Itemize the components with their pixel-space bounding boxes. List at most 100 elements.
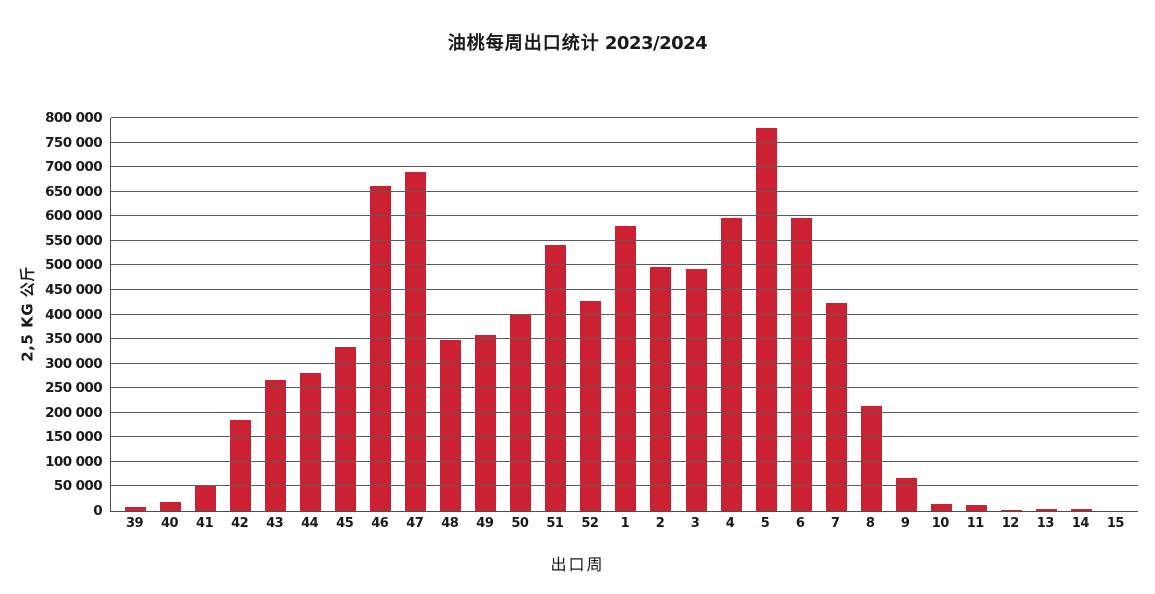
y-tick-label: 200 000	[45, 404, 102, 421]
bar-week-3	[685, 268, 707, 511]
bar-slot	[679, 118, 714, 511]
y-axis-ticks: 800 000 750 000 700 000 650 000 600 000 550 0…	[0, 110, 102, 519]
y-tick-label: 0	[93, 503, 102, 519]
x-tick-label: 10	[931, 516, 950, 531]
bar-week-43	[265, 380, 287, 511]
chart-title: 油桃每周出口统计 2023/2024	[0, 29, 1155, 55]
bar-week-12	[1000, 509, 1022, 511]
bar-week-45	[335, 347, 357, 511]
y-tick-label: 500 000	[45, 257, 102, 274]
gridline	[111, 411, 1138, 413]
x-tick-label: 52	[581, 516, 599, 531]
x-tick-label: 9	[900, 516, 910, 531]
y-tick-label: 300 000	[45, 355, 102, 372]
chart-title-text: 油桃每周出口统计	[447, 33, 600, 53]
bar-slot	[924, 118, 959, 511]
x-tick-label: 40	[161, 516, 179, 531]
bar-week-10	[930, 504, 952, 511]
bar-slot	[1099, 118, 1134, 511]
gridline	[111, 141, 1138, 143]
x-tick-label: 45	[336, 516, 354, 531]
gridline	[111, 313, 1138, 315]
bar-slot	[714, 118, 749, 511]
bar-slot	[468, 118, 503, 511]
bar-week-2	[650, 266, 672, 511]
x-tick-label: 15	[1106, 516, 1125, 531]
bar-week-48	[440, 339, 462, 511]
bar-slot	[258, 118, 293, 511]
y-tick-label: 250 000	[45, 380, 102, 397]
bar-slot	[398, 118, 433, 511]
gridline	[111, 485, 1138, 487]
y-tick-label: 350 000	[45, 331, 102, 348]
y-tick-label: 800 000	[45, 110, 102, 126]
bar-week-41	[195, 486, 217, 511]
x-tick-label: 44	[301, 516, 319, 531]
gridline	[111, 117, 1138, 118]
bar-week-9	[895, 477, 917, 511]
x-tick-label: 1	[620, 516, 630, 531]
x-tick-label: 6	[795, 516, 805, 531]
bar-slot	[223, 118, 258, 511]
bar-slot	[293, 118, 328, 511]
x-axis-title: 出口周	[550, 557, 605, 574]
x-tick-label: 47	[406, 516, 424, 531]
bar-week-13	[1035, 509, 1057, 511]
bar-week-40	[160, 502, 182, 511]
bar-week-6	[790, 218, 812, 511]
x-axis-ticks: 39 40 41 42 43 44 45 46 47 48 49 50 51 52 1 2 3 4 5 6 7 8 9 10 1…	[110, 516, 1137, 531]
bar-week-44	[300, 373, 322, 511]
bar-slot	[643, 118, 678, 511]
x-tick-label: 12	[1001, 516, 1020, 531]
chart-title-season: 2023/2024	[604, 33, 708, 54]
bar-slot	[959, 118, 994, 511]
bar-week-5	[755, 127, 777, 511]
x-tick-label: 49	[476, 516, 494, 531]
bars	[111, 118, 1138, 511]
x-tick-label: 48	[441, 516, 459, 531]
x-tick-label: 50	[511, 516, 529, 531]
bar-slot	[153, 118, 188, 511]
gridline	[111, 239, 1138, 241]
bar-slot	[854, 118, 889, 511]
y-tick-label: 400 000	[45, 306, 102, 323]
x-tick-label: 43	[266, 516, 284, 531]
gridline	[111, 362, 1138, 364]
bar-week-39	[125, 507, 147, 511]
x-tick-label: 4	[725, 516, 735, 531]
gridline	[111, 190, 1138, 192]
x-tick-label: 3	[690, 516, 700, 531]
x-tick-label: 8	[865, 516, 875, 531]
gridline	[111, 338, 1138, 340]
bar-week-47	[405, 172, 427, 511]
bar-week-11	[965, 505, 987, 511]
y-tick-label: 150 000	[45, 429, 102, 446]
bar-slot	[363, 118, 398, 511]
bar-week-52	[580, 301, 602, 511]
bar-slot	[573, 118, 608, 511]
y-tick-label: 450 000	[45, 281, 102, 298]
x-tick-label: 42	[231, 516, 249, 531]
bar-slot	[819, 118, 854, 511]
y-tick-label: 100 000	[45, 453, 102, 470]
bar-slot	[503, 118, 538, 511]
bar-slot	[608, 118, 643, 511]
x-tick-label: 7	[830, 516, 840, 531]
x-tick-label: 41	[196, 516, 214, 531]
x-tick-label: 14	[1071, 516, 1090, 531]
bar-slot	[784, 118, 819, 511]
bar-week-8	[860, 405, 882, 511]
bar-week-42	[230, 419, 252, 511]
gridline	[111, 215, 1138, 217]
bar-week-46	[370, 186, 392, 511]
x-tick-label: 51	[546, 516, 564, 531]
bar-slot	[889, 118, 924, 511]
bar-slot	[1029, 118, 1064, 511]
bar-slot	[749, 118, 784, 511]
y-tick-label: 700 000	[45, 159, 102, 176]
y-tick-label: 750 000	[45, 134, 102, 151]
bar-slot	[328, 118, 363, 511]
bar-slot	[538, 118, 573, 511]
bar-week-7	[825, 302, 847, 511]
